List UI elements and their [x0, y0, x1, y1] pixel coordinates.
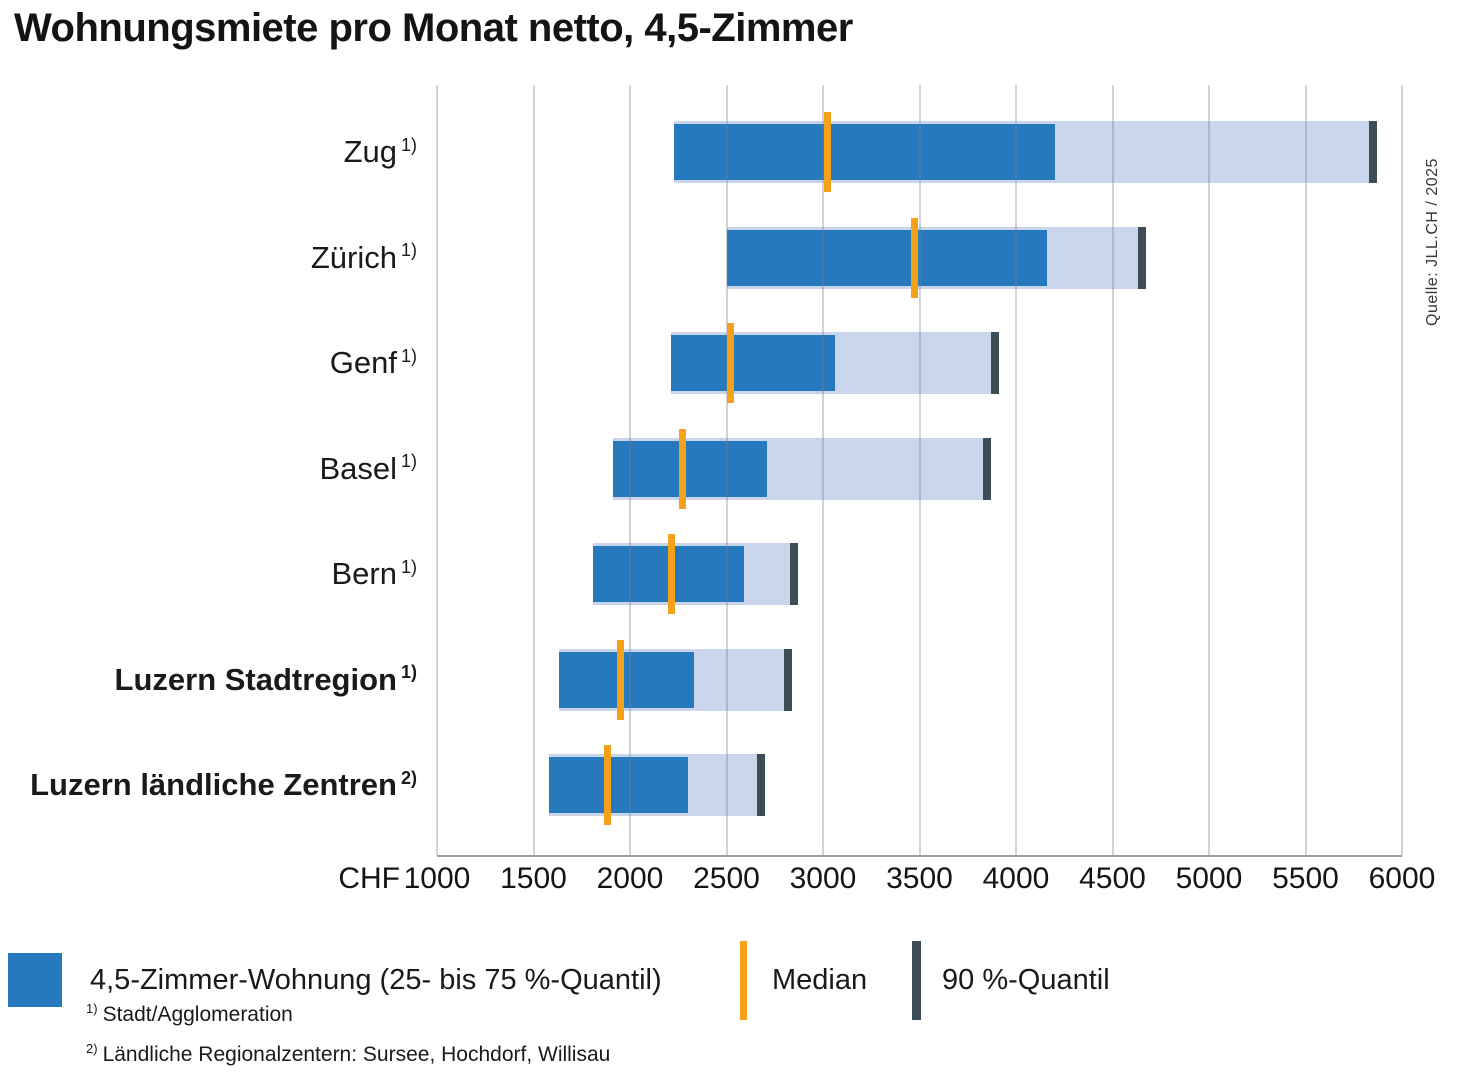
footnote-marker: 1): [400, 345, 417, 366]
page-title: Wohnungsmiete pro Monat netto, 4,5-Zimme…: [14, 6, 853, 50]
footnote-marker: 1): [400, 451, 417, 472]
y-axis-label: Luzern Stadtregion 1): [0, 658, 417, 702]
y-axis-label: Genf 1): [0, 341, 417, 385]
footnote-marker: 1): [400, 662, 417, 683]
bar-iqr-25-75: [670, 335, 835, 391]
q90-quantile-marker: [990, 332, 999, 394]
x-axis-ticks: 1000 1500 2000 2500 3000 3500 4000 4500 5000 5500…: [404, 862, 1436, 902]
footnote-2: 2) Ländliche Regionalzentern: Sursee, Hoc…: [86, 1041, 611, 1067]
bar-iqr-25-75: [548, 757, 688, 813]
footnote-1-marker: 1): [86, 1001, 98, 1016]
x-axis-tick-label: 2000: [596, 862, 664, 895]
median-marker: [823, 112, 831, 192]
gridline: [822, 85, 824, 855]
source-note: Quelle: JLL.CH / 2025: [1424, 158, 1441, 326]
gridline: [629, 85, 631, 855]
legend-median-label: Median: [772, 964, 868, 996]
median-marker: [603, 745, 611, 825]
footnote-1: 1) Stadt/Agglomeration: [86, 1001, 293, 1027]
y-axis-label: Zug 1): [0, 130, 417, 174]
footnote-marker: 2): [400, 767, 417, 788]
y-axis-label: Luzern ländliche Zentren 2): [0, 763, 417, 807]
footnote-2-marker: 2): [86, 1041, 98, 1056]
median-marker: [679, 428, 687, 509]
x-axis-line: [437, 855, 1402, 857]
category-label: Genf: [329, 345, 397, 380]
legend-q90-label: 90 %-Quantil: [942, 964, 1110, 996]
x-axis-tick-label: 5000: [1175, 862, 1243, 895]
y-axis-label: Bern 1): [0, 552, 418, 596]
x-axis-tick-label: 5500: [1272, 862, 1339, 895]
category-label: Basel: [319, 450, 397, 486]
y-axis-label: Basel 1): [0, 447, 417, 491]
q90-quantile-marker: [1369, 121, 1378, 183]
x-axis-unit-label: CHF: [338, 862, 400, 895]
gridline: [436, 85, 438, 855]
gridline: [1015, 85, 1017, 855]
x-axis-tick-label: 6000: [1368, 862, 1436, 895]
x-axis-tick-label: 2500: [693, 862, 760, 895]
q90-quantile-marker: [790, 543, 799, 605]
q90-quantile-marker: [757, 754, 766, 816]
legend-iqr-label: 4,5-Zimmer-Wohnung (25- bis 75 %-Quantil…: [90, 964, 662, 996]
bar-iqr-25-75: [612, 440, 768, 497]
footnote-1-text: Stadt/Agglomeration: [102, 1003, 293, 1026]
x-axis-tick-label: 1000: [403, 862, 471, 895]
q90-quantile-marker: [983, 437, 992, 500]
gridline: [1111, 85, 1114, 855]
median-marker: [617, 639, 625, 720]
footnote-marker: 1): [400, 240, 417, 261]
legend-iqr-swatch: [8, 953, 62, 1007]
plot-area: [436, 85, 1403, 857]
median-marker: [727, 323, 735, 403]
legend-q90-marker: [912, 941, 921, 1020]
median-marker: [667, 534, 675, 614]
category-label: Luzern ländliche Zentren: [30, 767, 397, 802]
q90-quantile-marker: [1137, 226, 1146, 289]
footnote-marker: 1): [400, 556, 417, 577]
gridline: [918, 85, 921, 855]
gridline: [725, 85, 728, 855]
category-label: Zürich: [310, 239, 397, 275]
category-label: Bern: [331, 556, 397, 591]
y-axis-labels: Zug 1) Zürich 1) Genf 1) Basel 1) Bern 1) Luzern S…: [0, 85, 417, 855]
footnote-2-text: Ländliche Regionalzentern: Sursee, Hochd…: [102, 1043, 611, 1066]
gridline: [1401, 85, 1403, 855]
legend-median-marker: [740, 941, 747, 1020]
median-marker: [910, 217, 918, 298]
y-axis-label: Zürich 1): [0, 236, 417, 280]
bar-iqr-25-75: [674, 124, 1055, 180]
x-axis-tick-label: 1500: [500, 862, 567, 895]
x-axis-tick-label: 4000: [982, 862, 1050, 895]
bar-iqr-25-75: [558, 651, 694, 708]
gridline: [532, 85, 535, 855]
category-label: Luzern Stadtregion: [114, 661, 397, 697]
x-axis-tick-label: 4500: [1079, 862, 1146, 895]
gridline: [1208, 85, 1210, 855]
bar-iqr-25-75: [726, 229, 1047, 286]
footnote-marker: 1): [400, 134, 417, 155]
category-label: Zug: [343, 134, 397, 169]
x-axis-tick-label: 3000: [789, 862, 857, 895]
x-axis-tick-label: 3500: [886, 862, 953, 895]
q90-quantile-marker: [784, 648, 793, 711]
gridline: [1304, 85, 1307, 855]
